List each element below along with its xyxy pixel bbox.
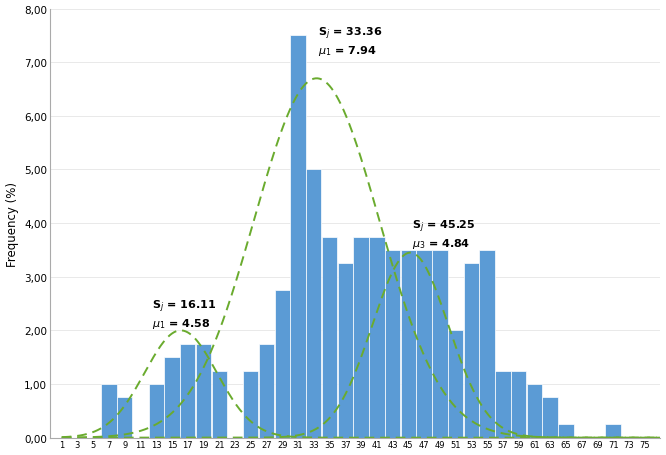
Text: S$_j$ = 45.25
$\mu_3$ = 4.84: S$_j$ = 45.25 $\mu_3$ = 4.84: [412, 218, 476, 251]
Bar: [432, 250, 448, 438]
Bar: [306, 170, 322, 438]
Bar: [165, 358, 180, 438]
Bar: [558, 425, 573, 438]
Bar: [290, 36, 306, 438]
Bar: [527, 384, 542, 438]
Bar: [274, 291, 290, 438]
Bar: [605, 425, 621, 438]
Bar: [416, 250, 432, 438]
Bar: [480, 250, 495, 438]
Bar: [117, 398, 133, 438]
Bar: [448, 331, 464, 438]
Bar: [180, 344, 195, 438]
Bar: [196, 344, 211, 438]
Bar: [354, 237, 369, 438]
Bar: [243, 371, 258, 438]
Text: S$_j$ = 16.11
$\mu_1$ = 4.58: S$_j$ = 16.11 $\mu_1$ = 4.58: [153, 298, 216, 330]
Bar: [369, 237, 384, 438]
Bar: [101, 384, 117, 438]
Bar: [511, 371, 526, 438]
Bar: [496, 371, 511, 438]
Bar: [401, 250, 416, 438]
Bar: [464, 264, 479, 438]
Bar: [338, 264, 353, 438]
Y-axis label: Frequency (%): Frequency (%): [5, 181, 19, 266]
Text: S$_j$ = 33.36
$\mu_1$ = 7.94: S$_j$ = 33.36 $\mu_1$ = 7.94: [318, 25, 382, 58]
Bar: [212, 371, 227, 438]
Bar: [385, 250, 400, 438]
Bar: [322, 237, 337, 438]
Bar: [259, 344, 274, 438]
Bar: [149, 384, 164, 438]
Bar: [543, 398, 558, 438]
